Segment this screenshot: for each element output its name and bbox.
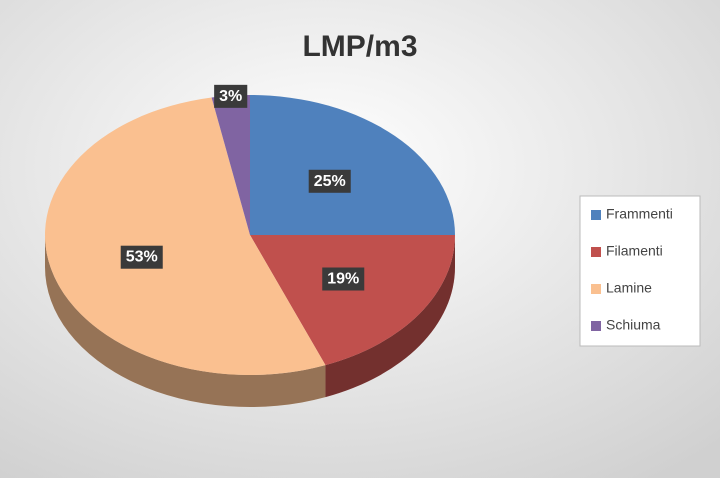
slice [250, 235, 455, 366]
slice-side [45, 235, 326, 407]
legend-label: Filamenti [606, 243, 663, 259]
slice [211, 95, 250, 235]
slice-side-shade [325, 235, 455, 398]
data-label-box [322, 267, 365, 291]
slice-side-shade [45, 235, 326, 407]
chart-title: LMP/m3 [302, 30, 417, 63]
data-label: 25% [314, 173, 346, 190]
data-label: 19% [327, 270, 359, 287]
slice-side [325, 235, 455, 398]
legend-label: Lamine [606, 280, 652, 296]
legend-label: Schiuma [606, 317, 661, 333]
data-label-box [308, 169, 351, 193]
data-label: 3% [219, 88, 242, 105]
legend-marker [591, 284, 601, 294]
data-label-box [120, 245, 163, 269]
legend-marker [591, 210, 601, 220]
data-label: 53% [126, 249, 158, 266]
legend-label: Frammenti [606, 206, 673, 222]
legend-marker [591, 247, 601, 257]
slice [250, 95, 455, 235]
slice [45, 97, 326, 375]
legend-marker [591, 321, 601, 331]
data-label-box [214, 84, 248, 108]
